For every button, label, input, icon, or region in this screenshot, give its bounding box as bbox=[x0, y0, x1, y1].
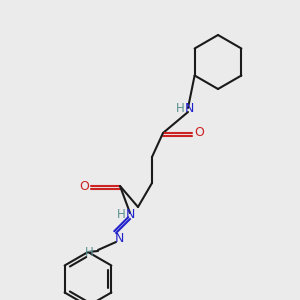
Text: H: H bbox=[85, 247, 93, 260]
Text: O: O bbox=[194, 127, 204, 140]
Text: N: N bbox=[125, 208, 135, 220]
Text: H: H bbox=[117, 208, 125, 220]
Text: O: O bbox=[79, 179, 89, 193]
Text: H: H bbox=[176, 101, 184, 115]
Text: N: N bbox=[114, 232, 124, 244]
Text: N: N bbox=[184, 101, 194, 115]
